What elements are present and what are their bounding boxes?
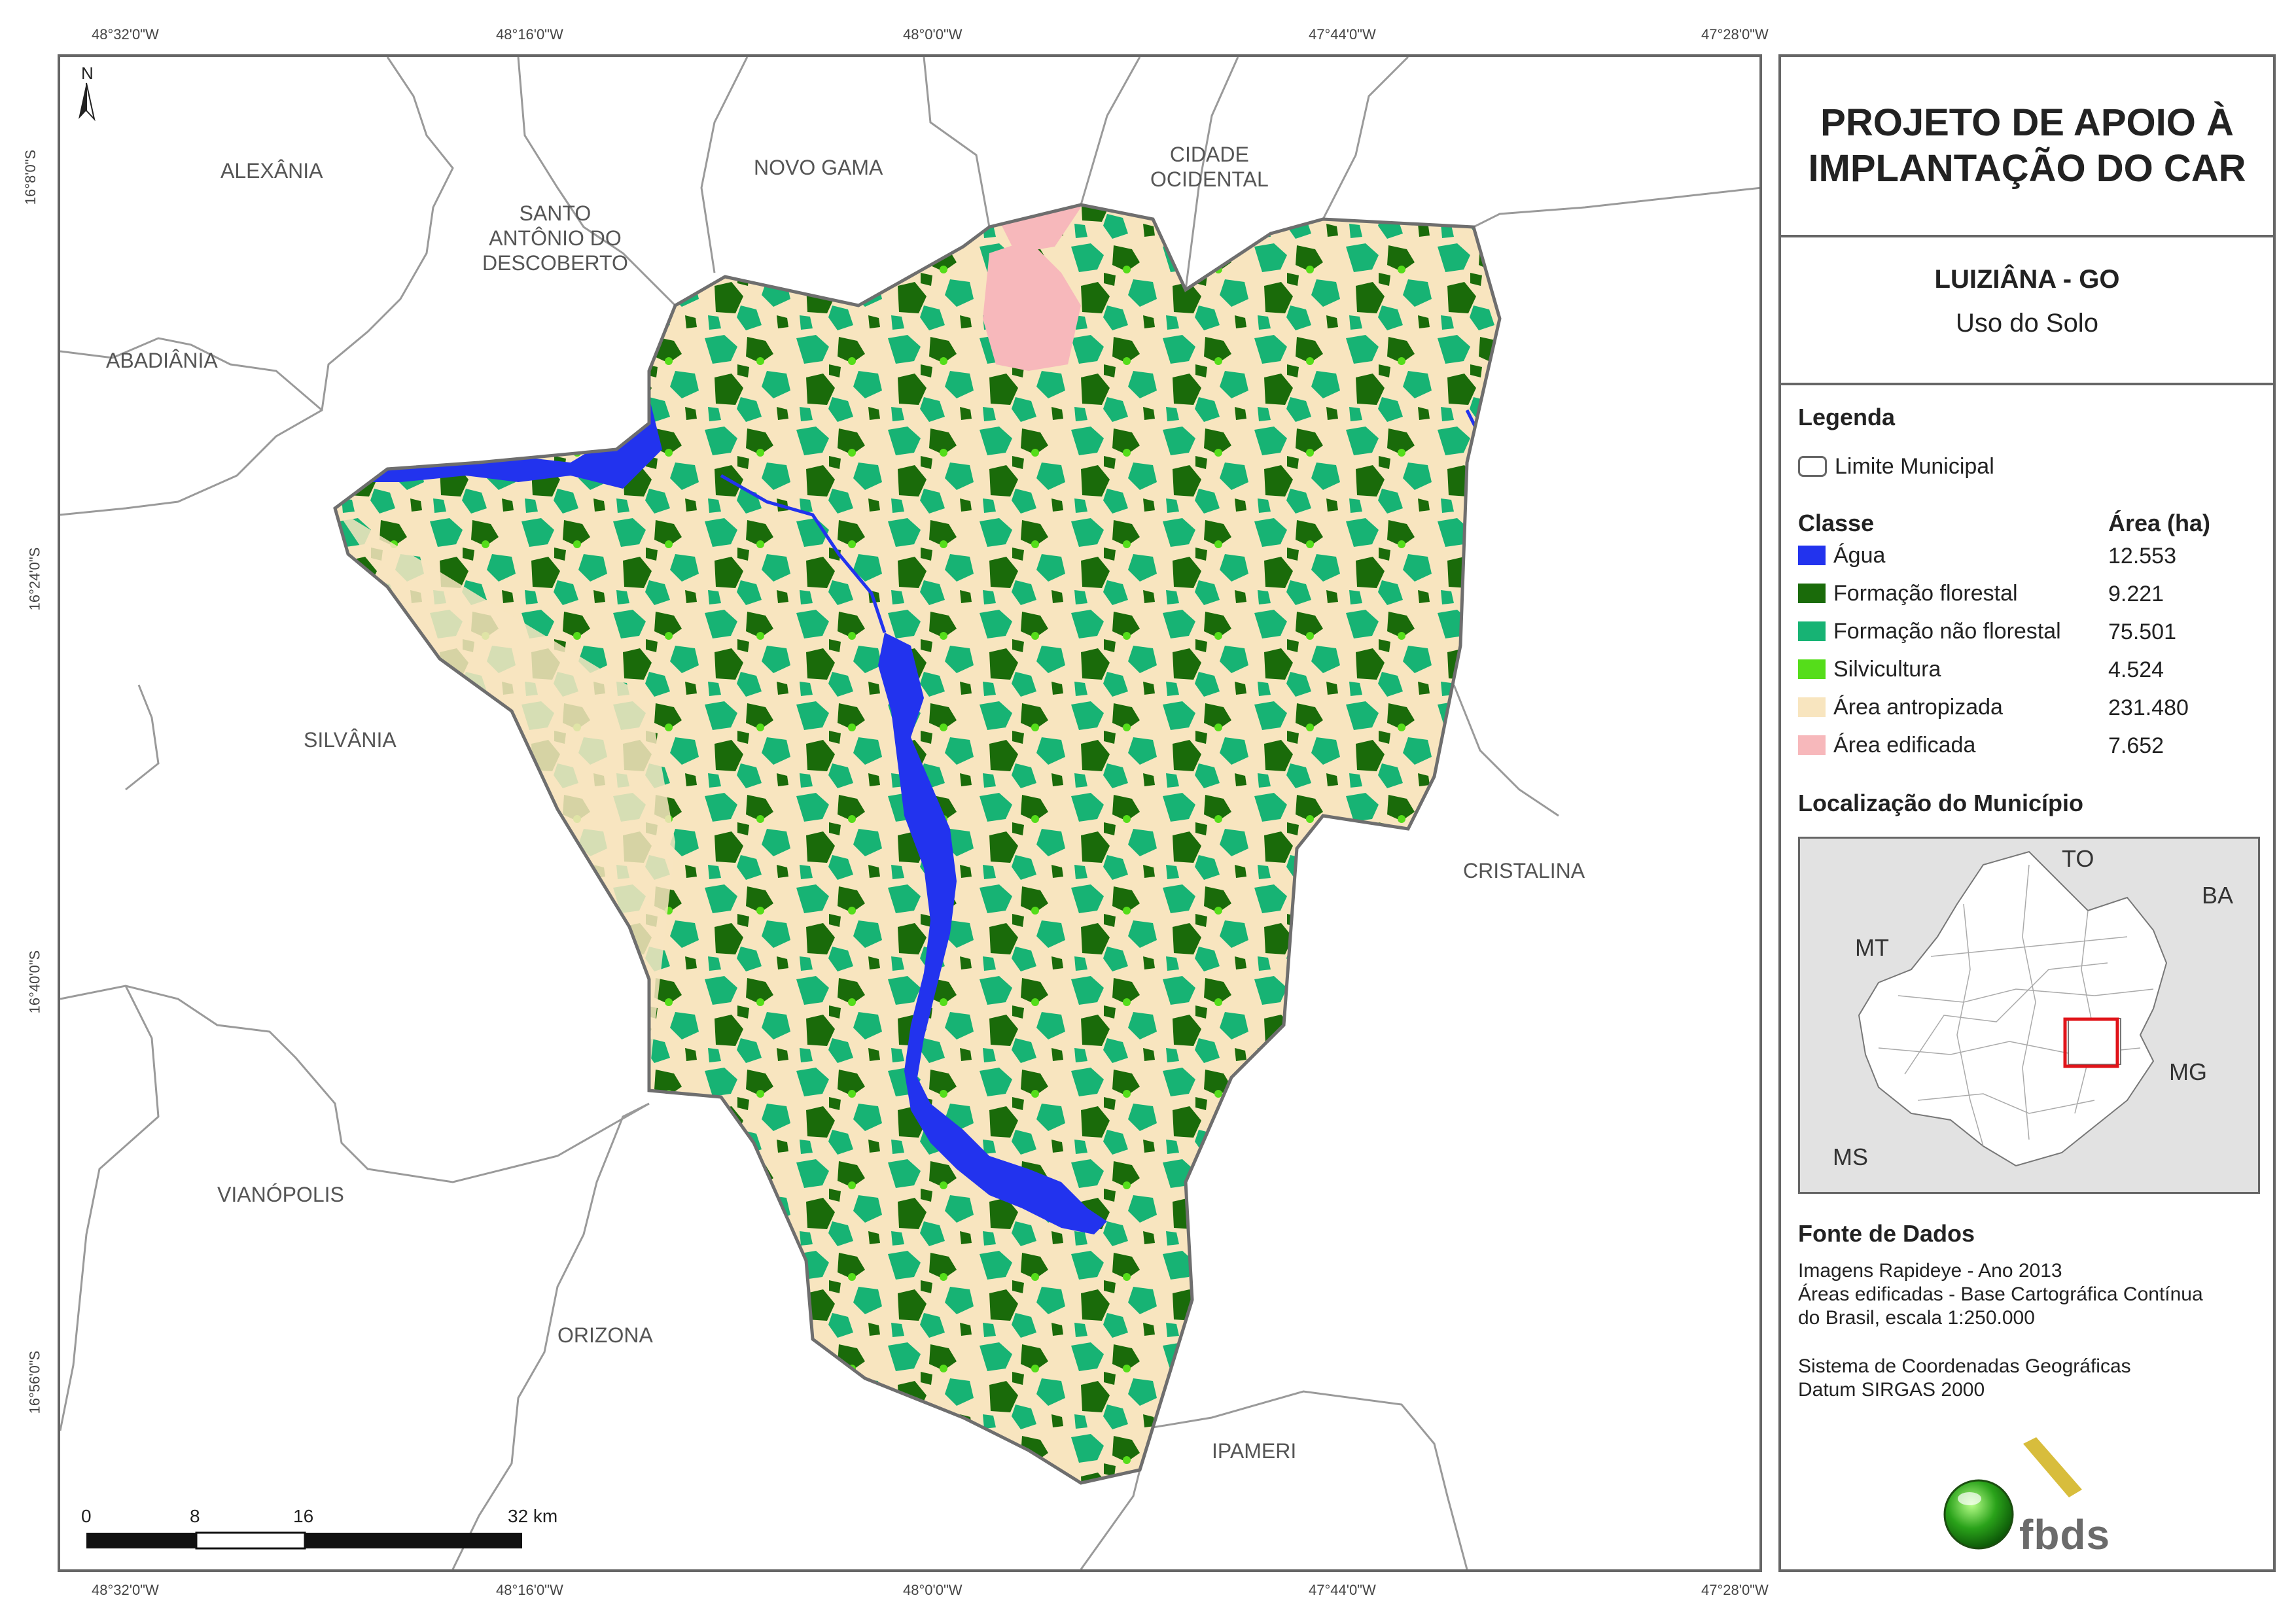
project-title: PROJETO DE APOIO À IMPLANTAÇÃO DO CAR <box>1808 101 2246 190</box>
legend-item: Água <box>1798 541 1885 570</box>
coord-left-3: 16°40'0"S <box>26 950 43 1014</box>
north-label: N <box>81 63 94 83</box>
legend-item-label: Silvicultura <box>1833 656 1941 682</box>
crs-line: Sistema de Coordenadas Geográficas <box>1798 1355 2131 1377</box>
label-vianopolis: VIANÓPOLIS <box>217 1183 344 1206</box>
legend-item-area: 9.221 <box>2108 582 2164 606</box>
legend-item-area: 231.480 <box>2108 695 2189 720</box>
label-silvania: SILVÂNIA <box>304 728 397 752</box>
label-abadiania: ABADIÂNIA <box>106 349 218 372</box>
map-canvas[interactable]: N 0 8 16 32 km <box>60 57 1759 1569</box>
title-section: PROJETO DE APOIO À IMPLANTAÇÃO DO CAR <box>1781 57 2273 237</box>
label-cristalina: CRISTALINA <box>1463 859 1585 882</box>
coord-bottom-2: 48°16'0"W <box>496 1582 563 1598</box>
legend-item-area: 4.524 <box>2108 657 2164 682</box>
coord-bottom-4: 47°44'0"W <box>1309 1582 1376 1598</box>
sources-heading: Fonte de Dados <box>1798 1220 1975 1247</box>
location-heading: Localização do Município <box>1798 790 2084 816</box>
state-label-ba: BA <box>2202 882 2234 909</box>
land-use-mosaic <box>335 205 1500 1483</box>
scale-label-32: 32 km <box>508 1506 557 1526</box>
logo-ball-icon <box>1943 1479 2014 1550</box>
municipality-title: LUIZIÂNA - GO <box>1934 265 2120 294</box>
north-arrow-icon <box>79 82 96 122</box>
coord-top-4: 47°44'0"W <box>1309 26 1376 43</box>
scale-label-8: 8 <box>190 1506 200 1526</box>
state-label-mt: MT <box>1855 934 1889 961</box>
coord-bottom-3: 48°0'0"W <box>903 1582 963 1598</box>
legend-item-area: 7.652 <box>2108 733 2164 758</box>
label-ipameri: IPAMERI <box>1212 1439 1297 1463</box>
location-inset-map: TO BA MT MG MS <box>1798 837 2260 1194</box>
legend-boundary: Limite Municipal <box>1798 452 1994 481</box>
source-line: Áreas edificadas - Base Cartográfica Con… <box>1798 1283 2203 1305</box>
coord-bottom-5: 47°28'0"W <box>1701 1582 1769 1598</box>
boundary-label: Limite Municipal <box>1835 453 1994 479</box>
location-highlight-box <box>2063 1017 2119 1068</box>
coord-top-3: 48°0'0"W <box>903 26 963 43</box>
coord-left-2: 16°24'0"S <box>26 547 43 611</box>
coord-top-5: 47°28'0"W <box>1701 26 1769 43</box>
area-heading: Área (ha) <box>2108 510 2211 536</box>
subtitle-section: LUIZIÂNA - GO Uso do Solo <box>1781 237 2273 385</box>
logo-text: fbds <box>2019 1511 2111 1558</box>
nonforest-swatch <box>1798 621 1826 641</box>
legend-heading: Legenda <box>1798 404 1896 430</box>
info-panel: PROJETO DE APOIO À IMPLANTAÇÃO DO CAR LU… <box>1778 54 2276 1572</box>
label-cidade-ocidental: CIDADE OCIDENTAL <box>1150 143 1269 191</box>
source-line: Imagens Rapideye - Ano 2013 <box>1798 1260 2062 1282</box>
anthropized-swatch <box>1798 697 1826 717</box>
legend-item: Formação florestal <box>1798 579 2018 608</box>
scale-label-0: 0 <box>81 1506 92 1526</box>
water-swatch <box>1798 546 1826 565</box>
logo-bar-icon <box>2023 1437 2082 1497</box>
coord-left-1: 16°8'0"S <box>22 149 39 205</box>
label-alexania: ALEXÂNIA <box>221 159 323 183</box>
legend-item-label: Água <box>1833 542 1886 568</box>
fbds-logo: fbds <box>1938 1437 2134 1562</box>
legend-item-label: Área edificada <box>1833 732 1976 758</box>
coord-left-4: 16°56'0"S <box>26 1350 43 1414</box>
label-novo-gama: NOVO GAMA <box>754 156 883 179</box>
legend-item: Silvicultura <box>1798 655 1941 684</box>
coord-top-1: 48°32'0"W <box>92 26 159 43</box>
label-santo-antonio: SANTO ANTÔNIO DO DESCOBERTO <box>482 201 628 275</box>
label-orizona: ORIZONA <box>557 1323 653 1347</box>
scale-bar <box>86 1531 522 1550</box>
source-line: do Brasil, escala 1:250.000 <box>1798 1307 2035 1329</box>
state-label-to: TO <box>2062 845 2094 872</box>
coord-top-2: 48°16'0"W <box>496 26 563 43</box>
legend-item-label: Formação florestal <box>1833 580 2018 606</box>
state-label-ms: MS <box>1833 1143 1868 1170</box>
legend-item: Área edificada <box>1798 731 1975 759</box>
legend-item: Área antropizada <box>1798 693 2003 722</box>
builtup-swatch <box>1798 735 1826 755</box>
map-frame[interactable]: N 0 8 16 32 km ALEXÂNIA SANTO ANTÔNIO DO… <box>58 54 1762 1572</box>
class-heading: Classe <box>1798 510 1875 536</box>
theme-title: Uso do Solo <box>1956 309 2098 338</box>
crs-line: Datum SIRGAS 2000 <box>1798 1379 1985 1401</box>
scale-label-16: 16 <box>293 1506 313 1526</box>
silviculture-swatch <box>1798 659 1826 679</box>
legend-item-area: 12.553 <box>2108 544 2176 568</box>
coord-bottom-1: 48°32'0"W <box>92 1582 159 1598</box>
forest-swatch <box>1798 584 1826 603</box>
state-label-mg: MG <box>2169 1058 2207 1085</box>
legend-item-label: Formação não florestal <box>1833 618 2061 644</box>
legend-item-label: Área antropizada <box>1833 694 2003 720</box>
legend-item: Formação não florestal <box>1798 617 2061 646</box>
boundary-swatch <box>1798 456 1827 477</box>
legend-item-area: 75.501 <box>2108 620 2176 644</box>
